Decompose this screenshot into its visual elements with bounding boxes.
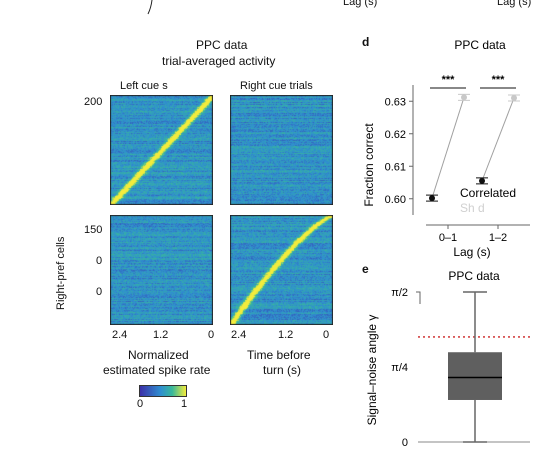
legend-correlated: Correlated <box>460 186 516 200</box>
top-fragment <box>147 0 153 15</box>
e-axis-cap <box>416 291 421 305</box>
heatmap-ylabel: Right-pref cells <box>55 236 67 310</box>
colorbar-min: 0 <box>137 398 144 410</box>
colorbar <box>139 385 187 397</box>
d-xtick-label-0: 0–1 <box>439 232 457 244</box>
heatmap-left-bottom <box>110 215 213 325</box>
d-point-correlated-0 <box>429 195 435 202</box>
d-sig-stars-1: *** <box>492 74 506 86</box>
left-cue-title: Left cue s <box>120 80 168 92</box>
heatmap-right-top <box>230 95 333 205</box>
d-sig-stars-0: *** <box>442 74 456 86</box>
colorbar-max: 1 <box>181 398 188 410</box>
d-xtick-label-1: 1–2 <box>489 232 507 244</box>
d-point-correlated-1 <box>479 177 485 184</box>
heatmap-subtitle: trial-averaged activity <box>162 54 276 68</box>
y-tick-0b: 0 <box>96 286 103 298</box>
x-tick-right-0: 0 <box>323 329 330 341</box>
xlabel-right-2: turn (s) <box>263 363 302 377</box>
e-ytick-label-2: π/2 <box>391 287 408 299</box>
d-ytick-label-3: 0.63 <box>385 96 406 108</box>
xlabel-left-1: Normalized <box>128 348 189 362</box>
xlabel-left-2: estimated spike rate <box>103 363 211 377</box>
d-connector-1 <box>481 97 515 182</box>
x-tick-right-2.4: 2.4 <box>231 329 247 341</box>
e-ytick-label-0: 0 <box>402 437 408 449</box>
panel-d-chart: PPC data Fraction correct 0.60 0.61 0.62 0.… <box>362 38 530 259</box>
heatmap-left-top <box>110 95 213 205</box>
panel-d-letter: d <box>362 35 370 49</box>
panel-e-chart: PPC data Signal–noise angle γ 0 π/4 π/2 <box>365 269 530 449</box>
legend-shuffled: Sh d <box>460 201 485 215</box>
top-lag-label-2: Lag (s) <box>497 0 532 8</box>
y-tick-200: 200 <box>84 96 103 108</box>
panel-e-letter: e <box>362 262 369 276</box>
heatmap-right-bottom <box>230 215 333 325</box>
top-lag-label-1: Lag (s) <box>343 0 378 8</box>
d-ytick-label-0: 0.60 <box>385 194 406 206</box>
chart-d-xlabel: Lag (s) <box>453 245 490 259</box>
xlabel-right-1: Time before <box>247 348 311 362</box>
x-tick-right-1.2: 1.2 <box>278 329 294 341</box>
d-point-shuffled-1 <box>511 95 517 101</box>
y-tick-150: 150 <box>84 224 103 236</box>
chart-d-title: PPC data <box>454 38 506 52</box>
x-tick-left-2.4: 2.4 <box>112 329 128 341</box>
e-box <box>448 352 502 400</box>
right-cue-title: Right cue trials <box>240 80 313 92</box>
d-ytick-label-1: 0.61 <box>385 161 406 173</box>
e-ytick-label-1: π/4 <box>391 362 408 374</box>
chart-e-ylabel: Signal–noise angle γ <box>365 315 379 426</box>
d-connector-0 <box>431 97 465 199</box>
x-tick-left-1.2: 1.2 <box>153 329 169 341</box>
heatmap-title: PPC data <box>196 38 248 52</box>
x-tick-left-0: 0 <box>208 329 215 341</box>
chart-d-ylabel: Fraction correct <box>362 123 376 207</box>
d-point-shuffled-0 <box>461 94 467 101</box>
d-ytick-label-2: 0.62 <box>385 129 406 141</box>
y-tick-0a: 0 <box>96 255 103 267</box>
chart-e-title: PPC data <box>448 269 500 283</box>
